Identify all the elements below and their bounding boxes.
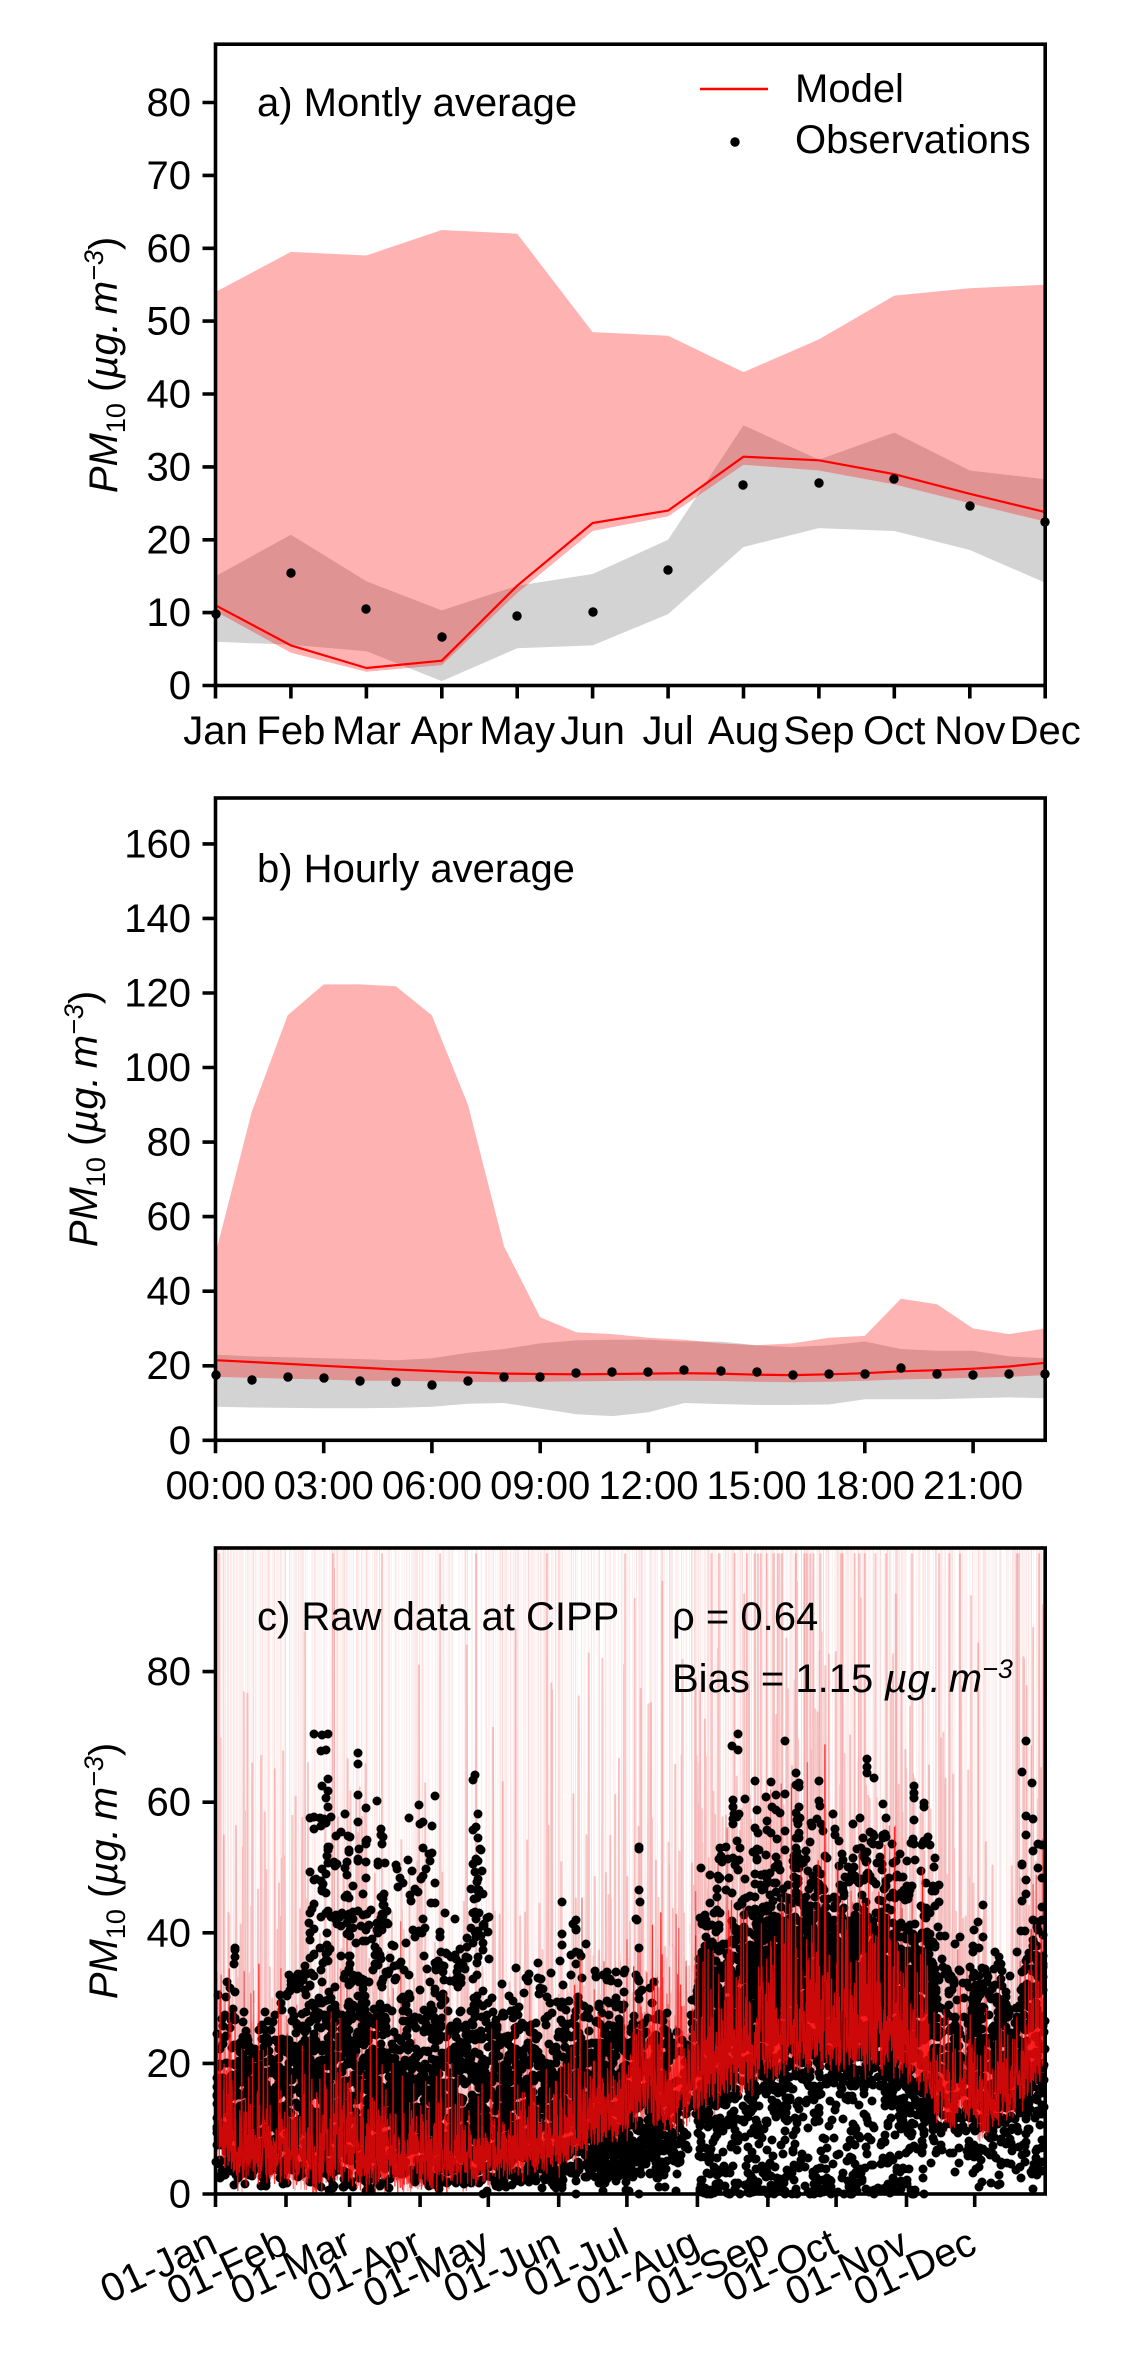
svg-text:140: 140 <box>124 897 191 941</box>
svg-text:Feb: Feb <box>256 709 325 753</box>
svg-text:PM10 (µg. m−3): PM10 (µg. m−3) <box>79 237 131 493</box>
svg-text:50: 50 <box>147 300 192 344</box>
svg-text:a) Montly average: a) Montly average <box>257 81 577 125</box>
svg-text:Observations: Observations <box>795 118 1031 162</box>
svg-text:PM10 (µg. m−3): PM10 (µg. m−3) <box>79 1743 131 1999</box>
svg-text:12:00: 12:00 <box>598 1464 698 1508</box>
svg-text:00:00: 00:00 <box>165 1464 265 1508</box>
svg-text:0: 0 <box>169 1419 191 1463</box>
svg-text:06:00: 06:00 <box>382 1464 482 1508</box>
svg-text:Sep: Sep <box>783 709 854 753</box>
svg-text:18:00: 18:00 <box>815 1464 915 1508</box>
svg-text:80: 80 <box>147 1650 192 1694</box>
svg-text:10: 10 <box>147 591 192 635</box>
svg-text:0: 0 <box>169 664 191 708</box>
svg-text:PM10 (µg. m−3): PM10 (µg. m−3) <box>59 991 111 1247</box>
svg-text:15:00: 15:00 <box>707 1464 807 1508</box>
svg-text:Oct: Oct <box>863 709 925 753</box>
svg-text:60: 60 <box>147 1781 192 1825</box>
svg-text:ρ = 0.64: ρ = 0.64 <box>672 1595 818 1639</box>
svg-text:70: 70 <box>147 154 192 198</box>
svg-text:20: 20 <box>147 518 192 562</box>
svg-text:30: 30 <box>147 445 192 489</box>
svg-text:40: 40 <box>147 1270 192 1314</box>
svg-text:20: 20 <box>147 1344 192 1388</box>
svg-text:Dec: Dec <box>1010 709 1081 753</box>
svg-text:03:00: 03:00 <box>274 1464 374 1508</box>
svg-text:Jul: Jul <box>643 709 694 753</box>
svg-text:Jun: Jun <box>560 709 625 753</box>
svg-text:c) Raw data at CIPP: c) Raw data at CIPP <box>257 1595 619 1639</box>
svg-text:40: 40 <box>147 373 192 417</box>
svg-text:60: 60 <box>147 227 192 271</box>
svg-text:21:00: 21:00 <box>923 1464 1023 1508</box>
svg-text:Apr: Apr <box>411 709 473 753</box>
svg-text:80: 80 <box>147 1121 192 1165</box>
svg-text:Nov: Nov <box>934 709 1005 753</box>
svg-text:0: 0 <box>169 2173 191 2217</box>
svg-text:Jan: Jan <box>183 709 248 753</box>
svg-text:May: May <box>479 709 555 753</box>
svg-text:60: 60 <box>147 1195 192 1239</box>
svg-text:100: 100 <box>124 1046 191 1090</box>
svg-text:Bias = 1.15 µg. m−3: Bias = 1.15 µg. m−3 <box>672 1654 1013 1701</box>
svg-text:09:00: 09:00 <box>490 1464 590 1508</box>
svg-text:40: 40 <box>147 1911 192 1955</box>
svg-text:80: 80 <box>147 81 192 125</box>
svg-text:160: 160 <box>124 822 191 866</box>
svg-text:Aug: Aug <box>708 709 779 753</box>
svg-text:120: 120 <box>124 972 191 1016</box>
svg-text:20: 20 <box>147 2042 192 2086</box>
svg-text:b) Hourly average: b) Hourly average <box>257 847 575 891</box>
svg-text:Mar: Mar <box>332 709 401 753</box>
svg-text:Model: Model <box>795 67 904 111</box>
